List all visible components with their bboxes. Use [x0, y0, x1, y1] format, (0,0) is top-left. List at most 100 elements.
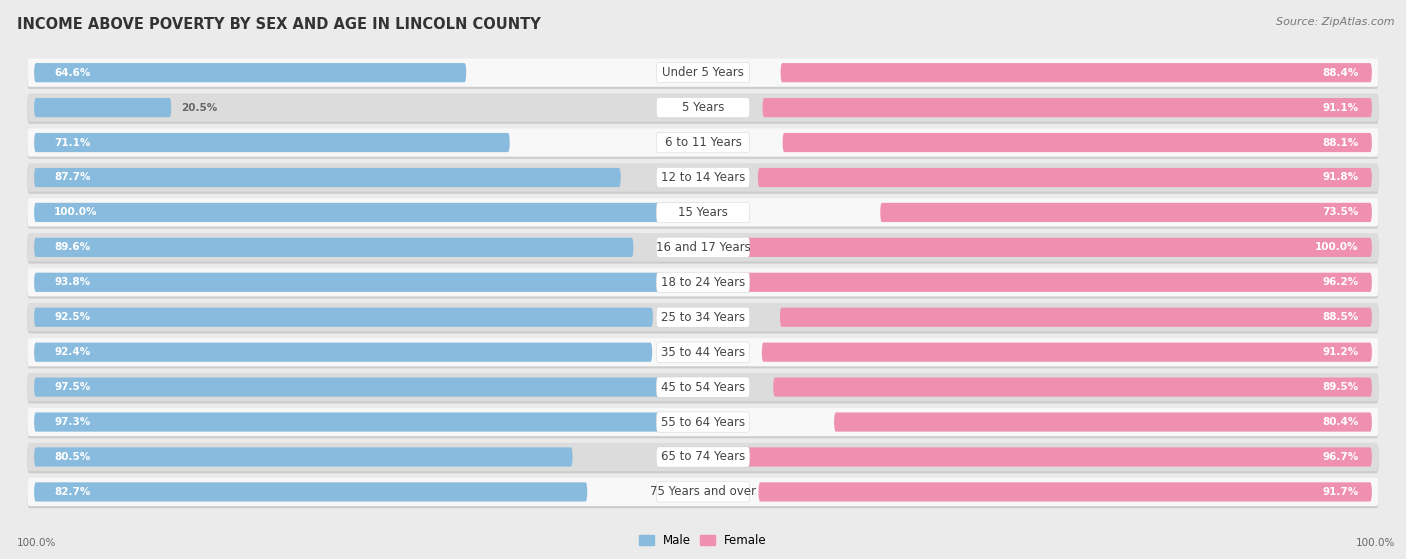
Text: 100.0%: 100.0% [17, 538, 56, 548]
Text: 91.8%: 91.8% [1323, 173, 1358, 182]
FancyBboxPatch shape [28, 303, 1378, 331]
Text: 91.7%: 91.7% [1322, 487, 1358, 497]
FancyBboxPatch shape [28, 234, 1378, 264]
Text: 100.0%: 100.0% [1315, 243, 1358, 252]
Text: 91.2%: 91.2% [1323, 347, 1358, 357]
Text: 89.5%: 89.5% [1323, 382, 1358, 392]
FancyBboxPatch shape [725, 447, 1372, 467]
Text: 96.7%: 96.7% [1322, 452, 1358, 462]
FancyBboxPatch shape [834, 413, 1372, 432]
Text: 97.3%: 97.3% [55, 417, 90, 427]
Text: 88.1%: 88.1% [1322, 138, 1358, 148]
FancyBboxPatch shape [34, 273, 662, 292]
FancyBboxPatch shape [762, 98, 1372, 117]
Text: 92.4%: 92.4% [55, 347, 90, 357]
Text: 96.2%: 96.2% [1323, 277, 1358, 287]
FancyBboxPatch shape [783, 133, 1372, 152]
Text: 65 to 74 Years: 65 to 74 Years [661, 451, 745, 463]
Text: 75 Years and over: 75 Years and over [650, 485, 756, 499]
FancyBboxPatch shape [28, 373, 1378, 401]
Text: 93.8%: 93.8% [55, 277, 90, 287]
Text: INCOME ABOVE POVERTY BY SEX AND AGE IN LINCOLN COUNTY: INCOME ABOVE POVERTY BY SEX AND AGE IN L… [17, 17, 541, 32]
FancyBboxPatch shape [657, 412, 749, 432]
FancyBboxPatch shape [28, 443, 1378, 471]
FancyBboxPatch shape [34, 168, 620, 187]
Text: 80.4%: 80.4% [1322, 417, 1358, 427]
Text: Source: ZipAtlas.com: Source: ZipAtlas.com [1277, 17, 1395, 27]
FancyBboxPatch shape [657, 272, 749, 292]
FancyBboxPatch shape [28, 268, 1378, 296]
Text: 25 to 34 Years: 25 to 34 Years [661, 311, 745, 324]
FancyBboxPatch shape [28, 198, 1378, 226]
FancyBboxPatch shape [34, 377, 686, 397]
FancyBboxPatch shape [657, 202, 749, 222]
Text: 88.5%: 88.5% [1322, 312, 1358, 322]
FancyBboxPatch shape [28, 304, 1378, 334]
FancyBboxPatch shape [28, 164, 1378, 194]
FancyBboxPatch shape [28, 479, 1378, 508]
Text: 6 to 11 Years: 6 to 11 Years [665, 136, 741, 149]
Text: 64.6%: 64.6% [55, 68, 90, 78]
FancyBboxPatch shape [657, 447, 749, 467]
FancyBboxPatch shape [657, 63, 749, 83]
FancyBboxPatch shape [657, 97, 749, 118]
FancyBboxPatch shape [657, 377, 749, 397]
Text: 35 to 44 Years: 35 to 44 Years [661, 345, 745, 359]
FancyBboxPatch shape [28, 478, 1378, 506]
FancyBboxPatch shape [34, 482, 588, 501]
FancyBboxPatch shape [758, 168, 1372, 187]
FancyBboxPatch shape [28, 339, 1378, 368]
FancyBboxPatch shape [657, 237, 749, 258]
Text: 87.7%: 87.7% [55, 173, 91, 182]
FancyBboxPatch shape [728, 273, 1372, 292]
Text: 55 to 64 Years: 55 to 64 Years [661, 415, 745, 429]
FancyBboxPatch shape [773, 377, 1372, 397]
Text: 73.5%: 73.5% [1322, 207, 1358, 217]
FancyBboxPatch shape [28, 408, 1378, 436]
FancyBboxPatch shape [28, 338, 1378, 366]
FancyBboxPatch shape [28, 59, 1378, 89]
FancyBboxPatch shape [28, 94, 1378, 124]
Text: 88.4%: 88.4% [1322, 68, 1358, 78]
FancyBboxPatch shape [28, 129, 1378, 157]
FancyBboxPatch shape [34, 98, 172, 117]
FancyBboxPatch shape [780, 307, 1372, 327]
Text: 15 Years: 15 Years [678, 206, 728, 219]
FancyBboxPatch shape [657, 132, 749, 153]
Text: 100.0%: 100.0% [1355, 538, 1395, 548]
FancyBboxPatch shape [880, 203, 1372, 222]
FancyBboxPatch shape [28, 269, 1378, 299]
FancyBboxPatch shape [657, 167, 749, 188]
FancyBboxPatch shape [28, 443, 1378, 473]
FancyBboxPatch shape [28, 163, 1378, 192]
Text: 12 to 14 Years: 12 to 14 Years [661, 171, 745, 184]
Legend: Male, Female: Male, Female [634, 529, 772, 552]
Text: 100.0%: 100.0% [55, 207, 97, 217]
FancyBboxPatch shape [34, 238, 634, 257]
Text: 5 Years: 5 Years [682, 101, 724, 114]
Text: 45 to 54 Years: 45 to 54 Years [661, 381, 745, 394]
Text: 97.5%: 97.5% [55, 382, 90, 392]
FancyBboxPatch shape [34, 447, 572, 467]
FancyBboxPatch shape [34, 63, 467, 82]
Text: 91.1%: 91.1% [1323, 103, 1358, 112]
Text: Under 5 Years: Under 5 Years [662, 66, 744, 79]
FancyBboxPatch shape [657, 482, 749, 502]
FancyBboxPatch shape [780, 63, 1372, 82]
FancyBboxPatch shape [34, 203, 703, 222]
Text: 20.5%: 20.5% [181, 103, 218, 112]
FancyBboxPatch shape [28, 199, 1378, 229]
FancyBboxPatch shape [28, 373, 1378, 404]
FancyBboxPatch shape [703, 238, 1372, 257]
Text: 92.5%: 92.5% [55, 312, 90, 322]
FancyBboxPatch shape [657, 307, 749, 328]
FancyBboxPatch shape [28, 129, 1378, 159]
Text: 16 and 17 Years: 16 and 17 Years [655, 241, 751, 254]
Text: 80.5%: 80.5% [55, 452, 90, 462]
Text: 82.7%: 82.7% [55, 487, 90, 497]
FancyBboxPatch shape [28, 93, 1378, 122]
FancyBboxPatch shape [34, 413, 685, 432]
Text: 18 to 24 Years: 18 to 24 Years [661, 276, 745, 289]
Text: 89.6%: 89.6% [55, 243, 90, 252]
FancyBboxPatch shape [758, 482, 1372, 501]
